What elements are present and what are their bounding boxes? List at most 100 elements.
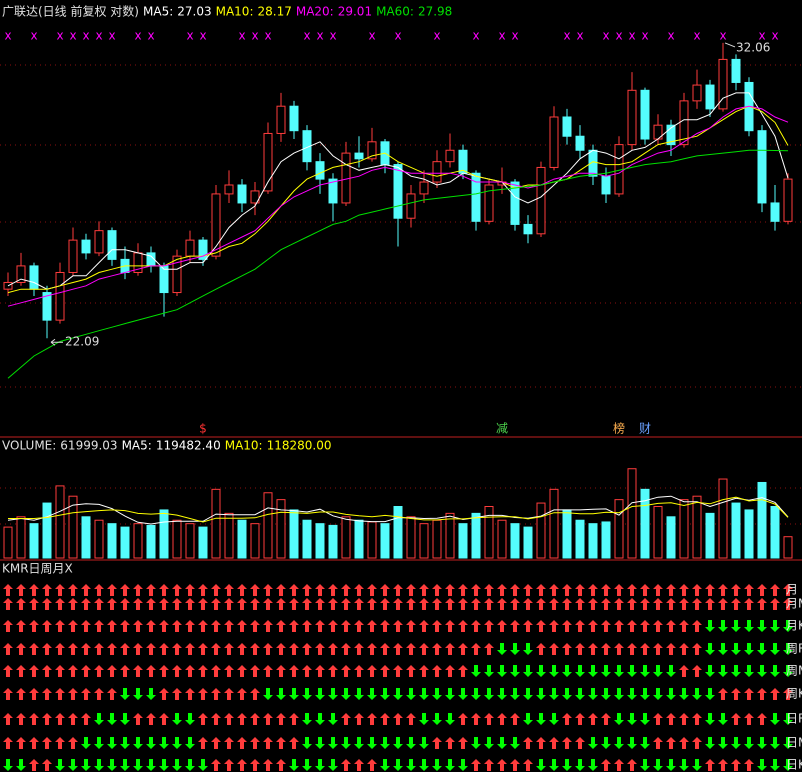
signal-down	[419, 737, 429, 749]
volume-bar	[419, 523, 429, 559]
signal-up	[354, 598, 364, 610]
signal-up	[16, 620, 26, 632]
signal-down	[770, 643, 780, 655]
signal-up	[471, 643, 481, 655]
signal-up	[406, 643, 416, 655]
signal-up	[588, 713, 598, 725]
volume-bar	[614, 499, 624, 559]
volume-bar	[484, 506, 494, 559]
signal-down	[146, 688, 156, 700]
signal-down	[458, 759, 468, 771]
signal-down	[783, 737, 793, 749]
signal-up	[211, 713, 221, 725]
signal-up	[211, 688, 221, 700]
signal-up	[3, 688, 13, 700]
signal-up	[81, 620, 91, 632]
signal-down	[510, 688, 520, 700]
signal-down	[562, 688, 572, 700]
volume-bar	[133, 523, 143, 559]
candle-body	[107, 230, 117, 260]
signal-up	[107, 598, 117, 610]
signal-down	[484, 688, 494, 700]
signal-up	[770, 688, 780, 700]
signal-up	[549, 620, 559, 632]
candle-body	[81, 239, 91, 254]
volume-bar	[29, 523, 39, 559]
signal-up	[497, 759, 507, 771]
legend-name: MA60:	[376, 5, 414, 19]
signal-down	[627, 737, 637, 749]
volume-bar	[471, 512, 481, 559]
signal-up	[302, 665, 312, 677]
signal-down	[471, 665, 481, 677]
signal-up	[731, 688, 741, 700]
signal-up	[510, 584, 520, 596]
signal-down	[666, 665, 676, 677]
candle-body	[276, 105, 286, 134]
volume-bar	[302, 519, 312, 559]
volume-bar	[536, 502, 546, 559]
signal-down	[757, 643, 767, 655]
signal-down	[770, 713, 780, 725]
signal-up	[237, 688, 247, 700]
signal-up	[731, 598, 741, 610]
volume-bar	[757, 481, 767, 559]
signal-up	[133, 713, 143, 725]
signal-up	[341, 643, 351, 655]
signal-up	[588, 584, 598, 596]
signal-up	[276, 759, 286, 771]
signal-up	[484, 620, 494, 632]
signal-up	[224, 759, 234, 771]
signal-down	[94, 759, 104, 771]
signal-up	[81, 598, 91, 610]
signal-up	[315, 598, 325, 610]
signal-up	[289, 584, 299, 596]
signal-up	[367, 643, 377, 655]
signal-up	[3, 598, 13, 610]
signal-down	[640, 665, 650, 677]
volume-ma-line	[8, 496, 789, 523]
volume-bar	[445, 512, 455, 559]
signal-down	[302, 713, 312, 725]
signal-up	[458, 643, 468, 655]
candle-body	[549, 116, 559, 168]
event-marker: 榜	[613, 421, 625, 436]
signal-up	[185, 598, 195, 610]
event-marker: $	[199, 422, 207, 436]
signal-down	[367, 688, 377, 700]
signal-down	[757, 737, 767, 749]
signal-up	[367, 713, 377, 725]
signal-up	[263, 713, 273, 725]
volume-bar	[315, 523, 325, 559]
event-marker: 财	[639, 422, 651, 436]
signal-down	[406, 759, 416, 771]
signal-up	[146, 665, 156, 677]
signal-up	[224, 643, 234, 655]
signal-up	[185, 643, 195, 655]
signal-up	[679, 665, 689, 677]
signal-up	[172, 665, 182, 677]
signal-up	[679, 737, 689, 749]
signal-up	[458, 620, 468, 632]
legend-name: MA10:	[216, 5, 254, 19]
signal-up	[692, 584, 702, 596]
signal-up	[55, 620, 65, 632]
signal-up	[744, 598, 754, 610]
signal-up	[562, 643, 572, 655]
signal-up	[640, 584, 650, 596]
signal-down	[588, 688, 598, 700]
signal-down	[380, 688, 390, 700]
signal-down	[484, 737, 494, 749]
signal-down	[783, 759, 793, 771]
signal-down	[770, 759, 780, 771]
signal-down	[133, 759, 143, 771]
signal-up	[523, 737, 533, 749]
signal-down	[445, 759, 455, 771]
signal-up	[3, 665, 13, 677]
event-marker: 减	[496, 422, 508, 436]
signal-up	[510, 620, 520, 632]
signal-up	[783, 584, 793, 596]
signal-down	[419, 713, 429, 725]
signal-down	[380, 737, 390, 749]
signal-up	[250, 688, 260, 700]
